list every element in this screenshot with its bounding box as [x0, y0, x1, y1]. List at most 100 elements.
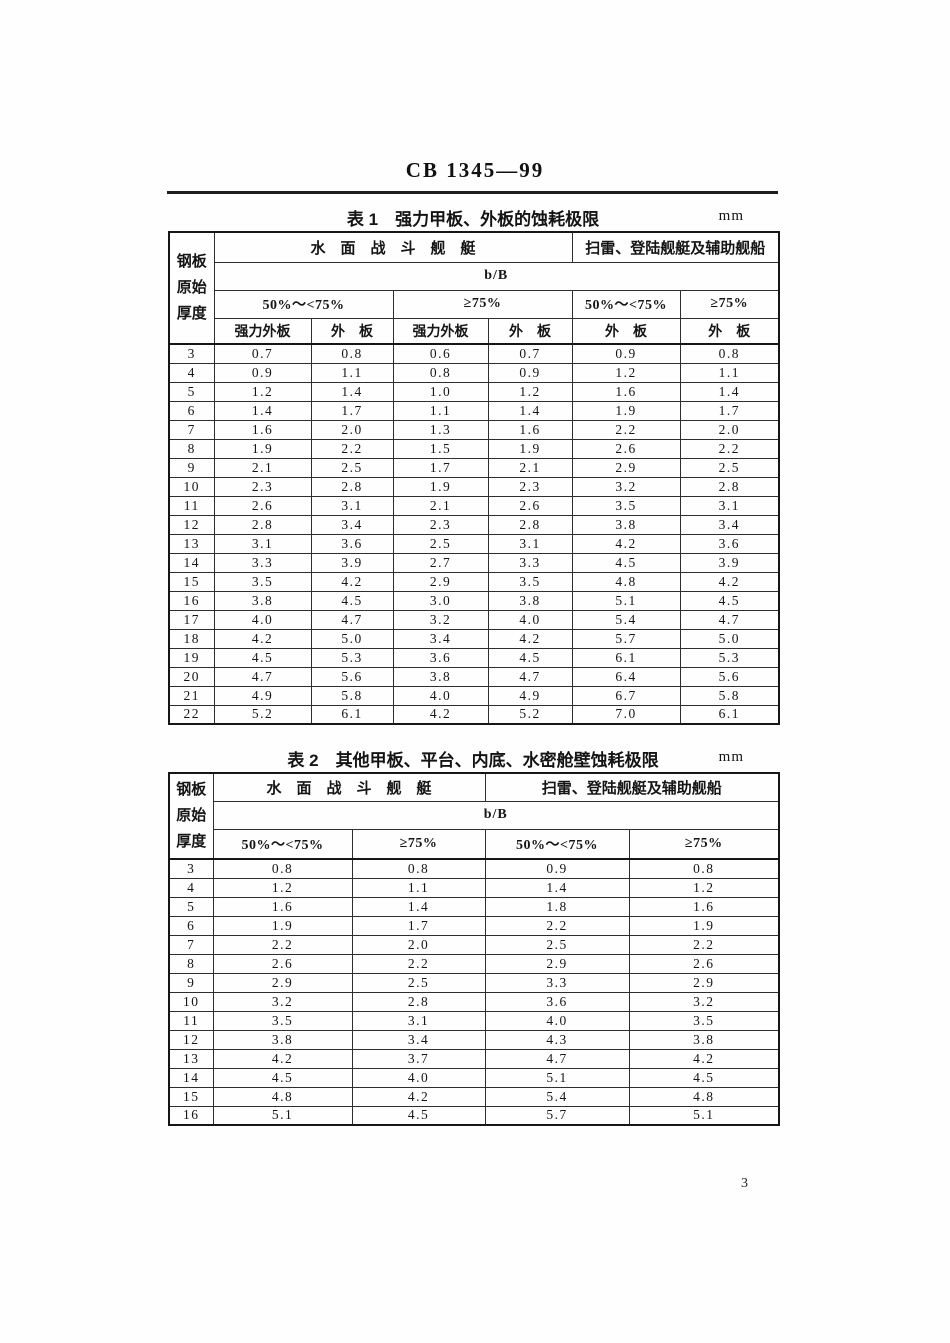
limit-value-cell: 4.7 [484, 1048, 630, 1069]
table1-header-minesweeper-auxiliary-ships: 扫雷、登陆舰艇及辅助舰船 [571, 231, 780, 263]
table-row: 12 2.8 3.4 2.3 2.8 3.8 3.4 [168, 514, 780, 535]
limit-value-cell: 3.5 [628, 1010, 780, 1031]
table-row: 10 2.3 2.8 1.9 2.3 3.2 2.8 [168, 476, 780, 497]
limit-value-cell: 2.7 [392, 552, 489, 573]
thickness-cell: 15 [168, 1086, 214, 1107]
limit-value-cell: 1.4 [351, 896, 486, 917]
limit-value-cell: 3.1 [487, 533, 573, 554]
table1-header-plate-thickness: 钢板 原始 厚度 [168, 231, 215, 345]
table-row: 5 1.6 1.4 1.8 1.6 [168, 896, 780, 917]
table1-header-range-ge75-aux: ≥75% [679, 289, 780, 319]
limit-value-cell: 0.9 [484, 858, 630, 879]
limit-value-cell: 1.9 [487, 438, 573, 459]
limit-value-cell: 0.9 [487, 362, 573, 383]
limit-value-cell: 3.5 [571, 495, 681, 516]
thickness-cell: 14 [168, 1067, 214, 1088]
limit-value-cell: 1.7 [351, 915, 486, 936]
standard-number: CB 1345—99 [405, 158, 545, 182]
table1-header-range-ge75-surface: ≥75% [392, 289, 573, 319]
limit-value-cell: 4.2 [310, 571, 394, 592]
table1-unit-label: mm [718, 208, 744, 224]
limit-value-cell: 1.2 [571, 362, 681, 383]
limit-value-cell: 0.7 [487, 343, 573, 364]
limit-value-cell: 2.9 [628, 972, 780, 993]
limit-value-cell: 1.6 [212, 896, 353, 917]
limit-value-cell: 1.2 [487, 381, 573, 402]
table1-subheader-strength-shell-2: 强力外板 [392, 317, 489, 345]
limit-value-cell: 1.0 [392, 381, 489, 402]
thickness-cell: 17 [168, 609, 215, 630]
limit-value-cell: 3.6 [310, 533, 394, 554]
limit-value-cell: 3.3 [484, 972, 630, 993]
limit-value-cell: 3.9 [310, 552, 394, 573]
limit-value-cell: 2.6 [213, 495, 312, 516]
limit-value-cell: 3.3 [487, 552, 573, 573]
table-row: 15 3.5 4.2 2.9 3.5 4.8 4.2 [168, 571, 780, 592]
limit-value-cell: 2.3 [392, 514, 489, 535]
table-row: 21 4.9 5.8 4.0 4.9 6.7 5.8 [168, 685, 780, 706]
thickness-cell: 3 [168, 858, 214, 879]
limit-value-cell: 4.0 [213, 609, 312, 630]
limit-value-cell: 0.8 [212, 858, 353, 879]
table-row: 12 3.8 3.4 4.3 3.8 [168, 1029, 780, 1050]
table1-caption: 表 1 强力甲板、外板的蚀耗极限 mm [168, 205, 778, 230]
table-row: 6 1.4 1.7 1.1 1.4 1.9 1.7 [168, 400, 780, 421]
limit-value-cell: 3.9 [679, 552, 780, 573]
thickness-cell: 16 [168, 1105, 214, 1126]
thickness-cell: 11 [168, 1010, 214, 1031]
limit-value-cell: 1.4 [213, 400, 312, 421]
limit-value-cell: 4.5 [310, 590, 394, 611]
limit-value-cell: 4.0 [484, 1010, 630, 1031]
limit-value-cell: 1.5 [392, 438, 489, 459]
limit-value-cell: 4.7 [487, 666, 573, 687]
thickness-cell: 3 [168, 343, 215, 364]
limit-value-cell: 1.7 [679, 400, 780, 421]
thickness-cell: 15 [168, 571, 215, 592]
limit-value-cell: 5.6 [679, 666, 780, 687]
limit-value-cell: 4.5 [213, 647, 312, 668]
limit-value-cell: 1.1 [392, 400, 489, 421]
limit-value-cell: 1.9 [212, 915, 353, 936]
thickness-cell: 10 [168, 476, 215, 497]
limit-value-cell: 4.8 [571, 571, 681, 592]
limit-value-cell: 5.8 [679, 685, 780, 706]
thickness-cell: 18 [168, 628, 215, 649]
thickness-cell: 11 [168, 495, 215, 516]
limit-value-cell: 3.2 [212, 991, 353, 1012]
limit-value-cell: 1.3 [392, 419, 489, 440]
limit-value-cell: 6.4 [571, 666, 681, 687]
limit-value-cell: 6.1 [571, 647, 681, 668]
table-row: 8 2.6 2.2 2.9 2.6 [168, 953, 780, 974]
limit-value-cell: 1.7 [310, 400, 394, 421]
limit-value-cell: 3.6 [679, 533, 780, 554]
table-row: 22 5.2 6.1 4.2 5.2 7.0 6.1 [168, 704, 780, 725]
limit-value-cell: 2.2 [628, 934, 780, 955]
limit-value-cell: 2.5 [392, 533, 489, 554]
limit-value-cell: 0.9 [213, 362, 312, 383]
limit-value-cell: 1.4 [487, 400, 573, 421]
table1-corrosion-limits-strength-deck: 钢板 原始 厚度 水 面 战 斗 舰 艇 扫雷、登陆舰艇及辅助舰船 b/B 50… [168, 231, 781, 725]
limit-value-cell: 1.9 [571, 400, 681, 421]
limit-value-cell: 4.2 [212, 1048, 353, 1069]
table-row: 9 2.1 2.5 1.7 2.1 2.9 2.5 [168, 457, 780, 478]
limit-value-cell: 4.5 [351, 1105, 486, 1126]
limit-value-cell: 2.8 [310, 476, 394, 497]
limit-value-cell: 4.2 [571, 533, 681, 554]
limit-value-cell: 2.2 [212, 934, 353, 955]
limit-value-cell: 5.3 [679, 647, 780, 668]
table1-header-range-50-75-aux: 50%～<75% [571, 289, 681, 319]
thickness-cell: 5 [168, 381, 215, 402]
table-row: 11 2.6 3.1 2.1 2.6 3.5 3.1 [168, 495, 780, 516]
limit-value-cell: 2.5 [484, 934, 630, 955]
limit-value-cell: 1.1 [679, 362, 780, 383]
table2-corrosion-limits-other-decks: 钢板 原始 厚度 水 面 战 斗 舰 艇 扫雷、登陆舰艇及辅助舰船 b/B 50… [168, 772, 781, 1126]
limit-value-cell: 2.5 [310, 457, 394, 478]
table-row: 16 5.1 4.5 5.7 5.1 [168, 1105, 780, 1126]
limit-value-cell: 0.8 [628, 858, 780, 879]
table1-subheader-shell-1: 外 板 [310, 317, 394, 345]
limit-value-cell: 0.7 [213, 343, 312, 364]
limit-value-cell: 1.9 [392, 476, 489, 497]
thickness-cell: 12 [168, 514, 215, 535]
limit-value-cell: 2.9 [571, 457, 681, 478]
table-row: 3 0.8 0.8 0.9 0.8 [168, 858, 780, 879]
